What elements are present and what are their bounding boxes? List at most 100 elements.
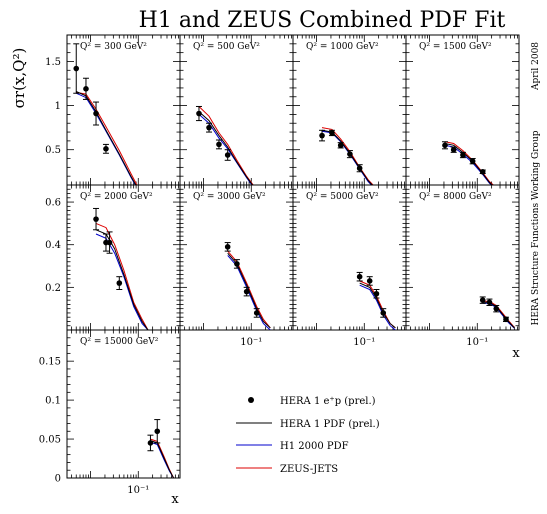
x-tick-label: 10⁻¹ — [353, 337, 375, 348]
y-tick-label: 0.15 — [39, 357, 61, 368]
curve-hera — [75, 91, 137, 185]
data-point — [234, 261, 240, 267]
y-tick-label: 0.6 — [45, 198, 61, 209]
q2-label: Q² = 3000 GeV² — [193, 192, 266, 202]
panel-6: 10⁻¹ Q² = 5000 GeV² — [292, 184, 407, 348]
y-tick-label: 0.05 — [39, 435, 61, 446]
chart-title: H1 and ZEUS Combined PDF Fit — [139, 8, 506, 33]
data-point — [469, 158, 476, 164]
curve-zeus — [95, 222, 149, 330]
panel-7: 10⁻¹ Q² = 8000 GeV² — [405, 184, 520, 348]
data-point — [253, 310, 260, 316]
curves-group — [198, 106, 254, 185]
data-point — [337, 142, 344, 149]
legend-label: ZEUS-JETS — [280, 464, 338, 475]
q2-label: Q² = 2000 GeV² — [80, 192, 153, 202]
y-tick-label: 0.2 — [45, 283, 61, 294]
panel-8: 0 0.05 0.1 0.15 10⁻¹ Q² = 15000 GeV² — [39, 329, 181, 496]
data-point — [450, 146, 457, 153]
x-tick-label: 10⁻¹ — [240, 337, 262, 348]
legend-label: HERA 1 PDF (prel.) — [280, 419, 380, 430]
data-point — [373, 290, 380, 297]
y-tick-label: 1.5 — [45, 57, 61, 68]
q2-label: Q² = 300 GeV² — [80, 42, 147, 52]
side-label-group: HERA Structure Functions Working Group — [531, 130, 541, 325]
data-point — [460, 152, 466, 158]
x-axis-label-bottom: x — [171, 492, 179, 507]
curve-h1 — [150, 441, 175, 478]
panels-group: 0.5 1 1.5 Q² = 300 GeV² Q² = 500 GeV² Q² = 10… — [39, 34, 520, 496]
data-point — [479, 168, 486, 175]
q2-label: Q² = 5000 GeV² — [306, 192, 379, 202]
panel-frame — [66, 184, 181, 331]
panel-frame — [179, 184, 294, 331]
panel-frame — [66, 329, 181, 479]
data-point — [442, 142, 448, 149]
panel-frame — [292, 184, 407, 331]
data-point — [319, 132, 325, 139]
y-tick-label: 0.5 — [45, 145, 61, 156]
curve-hera — [321, 129, 373, 185]
panel-1: Q² = 500 GeV² — [179, 34, 294, 186]
q2-label: Q² = 500 GeV² — [193, 42, 260, 52]
data-point — [347, 151, 353, 157]
x-axis-label-right: x — [512, 346, 520, 361]
curves-group — [150, 438, 175, 478]
data-point — [147, 440, 154, 446]
curve-hera — [359, 282, 396, 329]
data-point — [206, 124, 212, 131]
panel-3: Q² = 1500 GeV² — [405, 34, 520, 186]
data-point — [224, 244, 231, 250]
panel-frame — [405, 34, 520, 186]
panel-5: 10⁻¹ Q² = 3000 GeV² — [179, 184, 294, 348]
curve-h1 — [75, 92, 136, 185]
curves-group — [75, 91, 138, 185]
data-point — [486, 299, 493, 306]
y-tick-label: 1 — [55, 101, 61, 112]
q2-label: Q² = 15000 GeV² — [80, 337, 159, 347]
curve-h1 — [482, 302, 515, 329]
x-tick-label: 10⁻¹ — [127, 485, 149, 496]
legend: HERA 1 e⁺p (prel.) HERA 1 PDF (prel.) H1 2… — [236, 396, 380, 475]
curve-hera — [198, 111, 254, 185]
data-point — [329, 130, 335, 136]
data-point — [216, 141, 222, 148]
y-axis-label: σr(x,Q²) — [10, 48, 28, 109]
data-point — [83, 86, 89, 92]
data-point — [243, 288, 250, 295]
data-point — [73, 65, 80, 72]
data-point — [196, 110, 202, 117]
panel-0: 0.5 1 1.5 Q² = 300 GeV² — [45, 34, 181, 186]
panel-frame — [405, 184, 520, 331]
panel-4: 0.2 0.4 0.6 Q² = 2000 GeV² — [45, 184, 181, 331]
q2-label: Q² = 1500 GeV² — [419, 42, 492, 52]
curves-group — [321, 127, 374, 185]
data-point — [479, 297, 486, 303]
data-point — [116, 280, 123, 286]
legend-label: HERA 1 e⁺p (prel.) — [280, 396, 376, 407]
data-point — [503, 316, 509, 323]
panel-2: Q² = 1000 GeV² — [292, 34, 407, 186]
y-tick-label: 0.1 — [45, 396, 61, 407]
curve-hera — [150, 440, 175, 478]
side-label-date: April 2008 — [531, 42, 541, 91]
data-point — [366, 278, 373, 284]
curve-h1 — [359, 284, 396, 330]
panel-frame — [292, 34, 407, 186]
data-point — [356, 165, 363, 172]
q2-label: Q² = 1000 GeV² — [306, 42, 379, 52]
data-point — [493, 305, 500, 312]
y-tick-label: 0.4 — [45, 240, 61, 251]
data-point — [93, 216, 99, 222]
legend-marker — [248, 397, 254, 403]
x-tick-label: 10⁻¹ — [466, 337, 488, 348]
data-point — [380, 310, 387, 316]
data-point — [154, 428, 161, 435]
data-point — [356, 273, 363, 280]
q2-label: Q² = 8000 GeV² — [419, 192, 492, 202]
data-point — [103, 146, 109, 152]
curves-group — [359, 280, 396, 330]
y-tick-label: 0 — [55, 474, 61, 485]
legend-label: H1 2000 PDF — [280, 441, 349, 452]
